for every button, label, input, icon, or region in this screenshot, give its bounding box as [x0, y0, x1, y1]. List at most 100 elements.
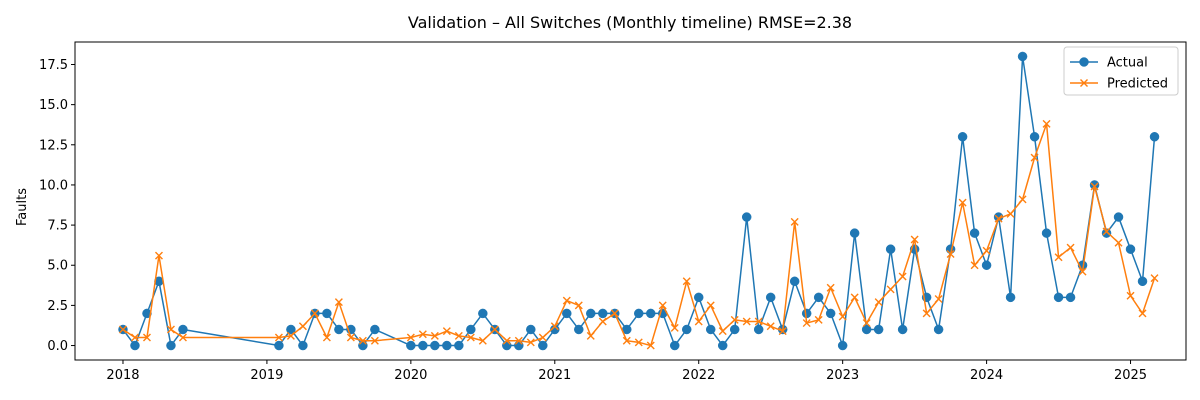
predicted-point-stroke [610, 309, 619, 318]
actual-point [849, 228, 860, 238]
predicted-point [466, 333, 475, 342]
actual-point [885, 244, 896, 254]
predicted-point-stroke [358, 336, 367, 345]
actual-point [1041, 228, 1052, 238]
predicted-point [418, 330, 427, 339]
predicted-point [646, 341, 655, 350]
actual-point [861, 324, 872, 335]
predicted-point [694, 317, 703, 326]
legend-label-predicted: Predicted [1107, 77, 1168, 92]
predicted-point [442, 327, 451, 336]
actual-point [813, 292, 824, 303]
predicted-point-stroke [946, 250, 955, 258]
predicted-point [598, 317, 607, 326]
actual-point [178, 324, 188, 335]
plot-frame [74, 41, 1187, 361]
predicted-point-stroke [598, 317, 607, 326]
predicted-point-stroke [334, 298, 343, 307]
predicted-point [166, 325, 175, 334]
predicted-point [550, 322, 559, 331]
predicted-point [1054, 253, 1063, 262]
predicted-point-stroke [1114, 238, 1123, 247]
predicted-point [934, 294, 943, 303]
predicted-point [958, 198, 967, 207]
actual-point [166, 340, 176, 351]
predicted-point [178, 333, 187, 342]
predicted-point-stroke [478, 336, 487, 345]
actual-point [1125, 244, 1136, 254]
series-actual [118, 51, 1160, 351]
predicted-point-stroke [862, 319, 871, 328]
actual-point [598, 308, 608, 319]
predicted-point [1126, 291, 1135, 300]
predicted-point-stroke [898, 272, 907, 281]
predicted-point-stroke [814, 315, 823, 324]
x-tick-label: 2018 [106, 368, 139, 383]
predicted-point [1090, 182, 1099, 191]
predicted-point-stroke [454, 331, 463, 340]
predicted-point [1042, 119, 1051, 128]
actual-point [130, 340, 140, 351]
predicted-point [1114, 238, 1123, 247]
predicted-point [766, 322, 775, 331]
predicted-point-stroke [970, 261, 979, 270]
predicted-point [574, 301, 583, 310]
x-tick-label: 2019 [250, 368, 283, 383]
predicted-point-stroke [730, 315, 739, 324]
predicted-point [322, 333, 331, 342]
predicted-point [1030, 153, 1039, 162]
actual-line [122, 55, 1156, 347]
predicted-point-stroke [778, 327, 787, 336]
predicted-point-stroke [526, 338, 535, 347]
predicted-point-stroke [490, 325, 499, 334]
actual-point [514, 340, 524, 351]
predicted-point [130, 333, 139, 342]
predicted-point [802, 319, 811, 328]
actual-point [466, 324, 476, 335]
actual-point [981, 260, 992, 270]
predicted-point-stroke [838, 312, 847, 321]
predicted-point-stroke [406, 333, 415, 342]
predicted-point [838, 312, 847, 321]
y-tick-label: 7.5 [47, 219, 68, 234]
chart-title: Validation – All Switches (Monthly timel… [408, 13, 852, 32]
predicted-point-stroke [310, 309, 319, 318]
actual-point [334, 324, 344, 335]
predicted-point [274, 333, 283, 342]
predicted-point-stroke [286, 331, 295, 340]
predicted-point-stroke [934, 294, 943, 303]
actual-point [562, 308, 572, 319]
actual-point [526, 324, 536, 335]
predicted-point-stroke [442, 327, 451, 336]
predicted-point-stroke [154, 251, 163, 260]
actual-point [897, 324, 908, 335]
predicted-point-stroke [1018, 195, 1027, 204]
actual-point [430, 340, 440, 351]
predicted-point [298, 322, 307, 331]
predicted-point-stroke [922, 309, 931, 318]
predicted-point-stroke [142, 333, 151, 342]
predicted-point-stroke [1030, 153, 1039, 162]
predicted-point-stroke [430, 331, 439, 340]
actual-point [406, 340, 416, 351]
x-tick-label: 2023 [826, 368, 859, 383]
predicted-point [514, 336, 523, 345]
actual-point [1113, 212, 1124, 222]
predicted-point [826, 283, 835, 292]
actual-point [1005, 292, 1016, 303]
predicted-point [910, 235, 919, 244]
predicted-point-stroke [1150, 274, 1159, 283]
predicted-point [622, 336, 631, 345]
predicted-point [502, 336, 511, 345]
predicted-point-stroke [802, 319, 811, 328]
predicted-point [478, 336, 487, 345]
legend-label-actual: Actual [1107, 56, 1148, 71]
predicted-point [370, 336, 379, 345]
actual-point [837, 340, 848, 351]
predicted-point-stroke [1078, 267, 1087, 276]
predicted-point-stroke [514, 336, 523, 345]
predicted-point [154, 251, 163, 260]
predicted-point [610, 309, 619, 318]
predicted-point [982, 246, 991, 255]
